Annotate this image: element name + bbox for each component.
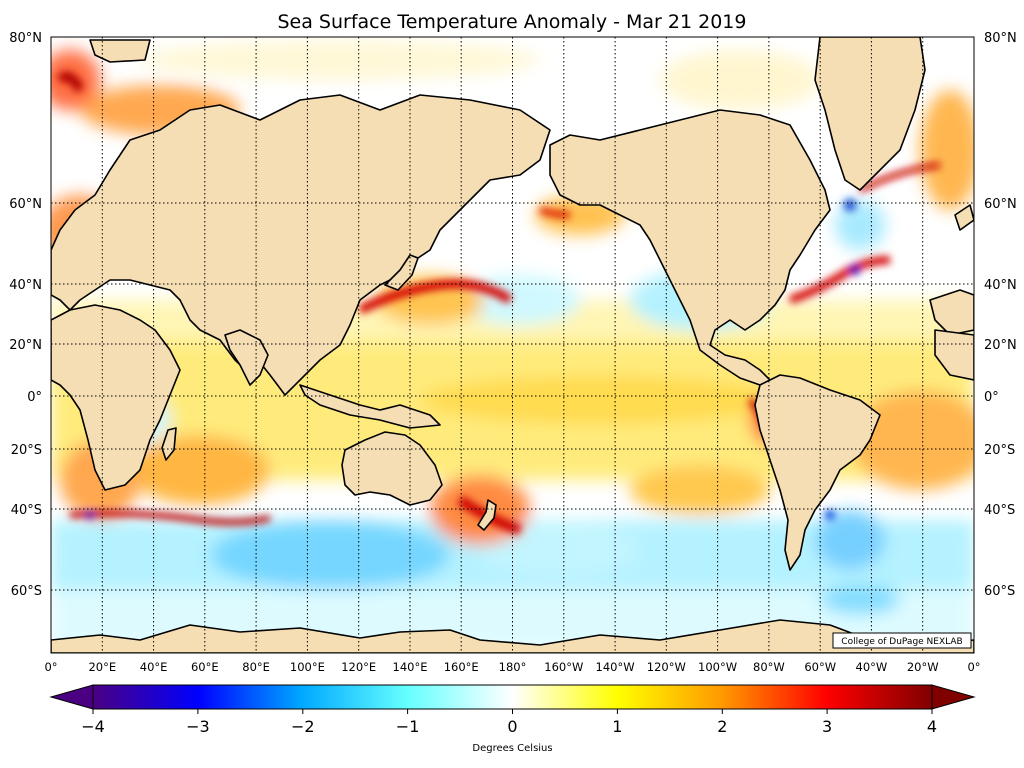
colorbar-tick-label: −2 — [291, 717, 315, 736]
colorbar-unit-label: Degrees Celsius — [472, 743, 552, 754]
lat-label: 40°N — [9, 278, 42, 293]
lat-label: 60°S — [984, 584, 1015, 599]
landmass-svalbard — [89, 39, 151, 63]
map-title: Sea Surface Temperature Anomaly - Mar 21… — [278, 11, 747, 33]
landmass-africa-west — [934, 329, 974, 381]
lon-label: 20°W — [907, 660, 939, 674]
lat-label: 20°N — [984, 338, 1017, 353]
lat-label: 0° — [984, 390, 999, 405]
landmass-north-america — [549, 109, 831, 386]
landmass-madagascar — [161, 427, 177, 461]
lon-label: 160°E — [444, 660, 479, 674]
colorbar: −4 −3 −2 −1 0 1 2 3 4 Degrees Celsius — [49, 684, 976, 754]
colorbar-tick-label: −4 — [81, 717, 105, 736]
landmass-new-zealand — [477, 499, 497, 531]
colorbar-tick-label: 0 — [507, 717, 517, 736]
colorbar-tick-label: 3 — [822, 717, 832, 736]
lat-label: 40°S — [984, 503, 1015, 518]
lat-label: 40°S — [11, 503, 42, 518]
lon-label: 140°W — [596, 660, 635, 674]
colorbar-tick-label: −1 — [396, 717, 420, 736]
lat-label: 60°S — [11, 584, 42, 599]
lon-label: 40°E — [140, 660, 168, 674]
lat-label: 20°S — [984, 443, 1015, 458]
lon-label: 140°E — [393, 660, 428, 674]
lat-labels-right: 80°N 60°N 40°N 20°N 0° 20°S 40°S 60°S — [984, 31, 1017, 599]
map-frame — [50, 36, 975, 654]
colorbar-max-arrow — [931, 684, 976, 710]
colorbar-ticks — [92, 709, 933, 714]
lon-label: 180° — [499, 660, 527, 674]
credit-text: College of DuPage NEXLAB — [841, 637, 962, 647]
lat-label: 60°N — [984, 197, 1017, 212]
land-masses — [51, 37, 974, 653]
landmass-south-america — [754, 374, 881, 571]
colorbar-tick-label: 2 — [717, 717, 727, 736]
landmass-indonesia — [299, 384, 441, 429]
colorbar-tick-label: 4 — [927, 717, 937, 736]
colorbar-tick-label: 1 — [612, 717, 622, 736]
lon-labels: 0° 20°E 40°E 60°E 80°E 100°E 120°E 140°E… — [44, 660, 980, 674]
lon-label: 160°W — [544, 660, 583, 674]
lat-label: 80°N — [984, 31, 1017, 46]
credit-box: College of DuPage NEXLAB — [832, 632, 972, 649]
landmass-africa — [51, 304, 181, 491]
lon-label: 100°E — [290, 660, 325, 674]
lon-label: 60°E — [191, 660, 219, 674]
landmass-japan — [384, 254, 419, 291]
lat-label: 40°N — [984, 278, 1017, 293]
lon-label: 0° — [44, 660, 57, 674]
lon-label: 120°E — [341, 660, 376, 674]
graticule — [51, 37, 974, 653]
lon-label: 0° — [967, 660, 980, 674]
landmass-iberia-west — [929, 289, 974, 336]
landmass-greenland — [814, 37, 926, 191]
lon-label: 80°E — [242, 660, 270, 674]
colorbar-tick-label: −3 — [186, 717, 210, 736]
lat-label: 0° — [27, 390, 42, 405]
lon-label: 40°W — [856, 660, 888, 674]
lat-label: 80°N — [9, 31, 42, 46]
lon-label: 120°W — [647, 660, 686, 674]
lon-label: 20°E — [88, 660, 116, 674]
colorbar-min-arrow — [49, 684, 94, 710]
landmass-australia — [341, 431, 443, 506]
anomaly-field — [51, 40, 974, 650]
lat-label: 20°S — [11, 443, 42, 458]
lat-labels-left: 80°N 60°N 40°N 20°N 0° 20°S 40°S 60°S — [9, 31, 42, 599]
map-panel: College of DuPage NEXLAB — [51, 37, 974, 653]
colorbar-bar — [92, 684, 933, 710]
lon-label: 80°W — [753, 660, 785, 674]
lat-label: 20°N — [9, 338, 42, 353]
landmass-uk — [954, 204, 974, 231]
lon-label: 100°W — [698, 660, 737, 674]
lat-label: 60°N — [9, 197, 42, 212]
lon-label: 60°W — [804, 660, 836, 674]
